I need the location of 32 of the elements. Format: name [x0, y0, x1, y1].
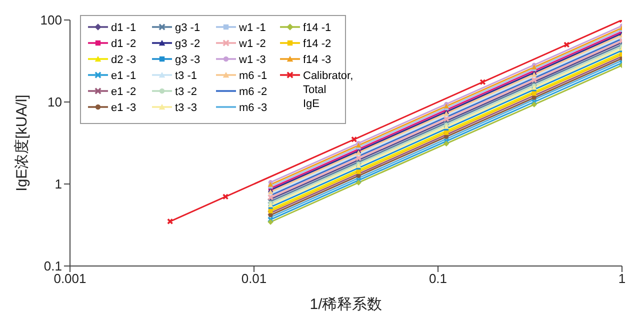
y-tick-label: 100: [40, 12, 62, 28]
legend-label: m6 -1: [239, 69, 268, 83]
x-tick-label: 1: [618, 271, 626, 286]
y-axis-title: IgE浓度[kUA/l]: [14, 94, 30, 192]
legend-label: f14 -1: [303, 21, 332, 35]
legend-label: e1 -3: [111, 101, 138, 115]
x-tick-label: 0.1: [428, 271, 448, 286]
legend-label: d1 -1: [111, 21, 138, 35]
x-tick-label: 0.001: [54, 271, 86, 286]
legend-label: d1 -2: [111, 37, 138, 51]
legend-label: m6 -3: [239, 101, 268, 115]
legend-label: g3 -2: [175, 37, 202, 51]
legend-label: w1 -2: [239, 37, 267, 51]
x-tick-label: 0.01: [241, 271, 267, 286]
x-axis-title: 1/稀释系数: [310, 296, 382, 313]
legend-label: f14 -2: [303, 37, 332, 51]
legend-label: e1 -2: [111, 85, 138, 99]
legend-label: m6 -2: [239, 85, 268, 99]
legend-label: g3 -1: [175, 21, 202, 35]
y-tick-label: 0.1: [44, 258, 62, 274]
legend-label: w1 -3: [239, 53, 267, 67]
legend-label: Calibrator, Total IgE: [303, 69, 354, 111]
legend-label: g3 -3: [175, 53, 202, 67]
legend-label: t3 -1: [175, 69, 198, 83]
legend-label: t3 -2: [175, 85, 198, 99]
legend-label: e1 -1: [111, 69, 138, 83]
legend-label: w1 -1: [239, 21, 267, 35]
y-tick-label: 1: [54, 176, 62, 192]
legend-label: t3 -3: [175, 101, 198, 115]
legend-label: f14 -3: [303, 53, 332, 67]
legend-label: d2 -3: [111, 53, 138, 67]
y-tick-label: 10: [48, 94, 62, 110]
